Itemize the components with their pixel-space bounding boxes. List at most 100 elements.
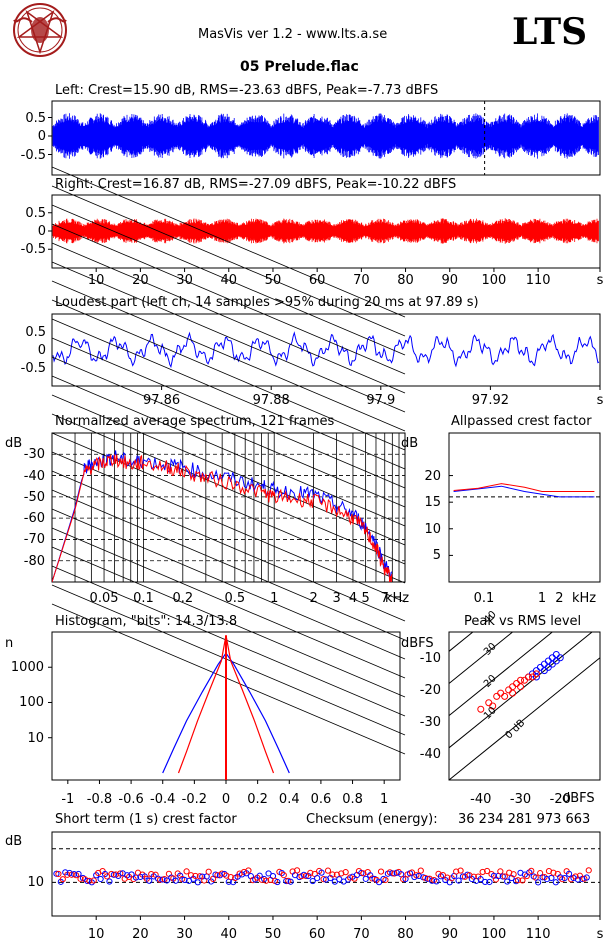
histogram-xtick: -0.8 <box>86 792 113 807</box>
histogram-xtick: 1 <box>380 792 389 807</box>
loudest-xtick: s <box>596 393 604 408</box>
short-term-point-left <box>314 874 321 882</box>
spectrum-xtick: 0.1 <box>133 591 154 606</box>
histogram-ytick: 10 <box>27 730 44 746</box>
short-term-xtick: s <box>596 927 604 942</box>
spectrum-slope-line <box>51 166 406 318</box>
loudest-xtick: 97.92 <box>471 393 509 408</box>
short-term-point-right <box>483 867 491 875</box>
time-axis-tick: s <box>596 273 604 288</box>
peak-rms-diagonal <box>449 632 554 717</box>
short-term-xtick: 50 <box>264 927 282 942</box>
histogram-xtick: 0.6 <box>310 792 332 807</box>
short-term-point-right <box>439 871 447 879</box>
time-axis-tick: 80 <box>397 273 414 288</box>
spectrum-ytick: -40 <box>23 468 45 484</box>
spectrum-slope-line <box>51 489 406 641</box>
spectrum-ytick: -30 <box>23 447 45 463</box>
short-term-point-right <box>320 876 327 883</box>
short-term-point-left <box>499 873 506 880</box>
peak-rms-xtick: -20 <box>549 792 571 807</box>
histogram-title: Histogram, "bits": 14.3/13.8 <box>55 614 238 629</box>
short-term-crest-title: Short term (1 s) crest factor <box>55 812 237 827</box>
short-term-point-right <box>510 871 517 878</box>
short-term-point-left <box>172 877 179 884</box>
spectrum-slope-line <box>51 451 406 603</box>
spectrum-xtick: 0.2 <box>172 591 194 606</box>
short-term-xtick: 80 <box>397 927 414 942</box>
short-term-point-left <box>177 872 184 879</box>
short-term-xtick: 40 <box>220 927 238 942</box>
left-waveform-ytick: -0.5 <box>20 147 46 163</box>
short-term-point-right <box>514 877 522 884</box>
histogram-xtick: -0.2 <box>181 792 208 807</box>
short-term-point-right <box>183 868 190 875</box>
spectrum-title: Normalized average spectrum, 121 frames <box>55 414 335 429</box>
spectrum-xtick: 1 <box>270 591 279 606</box>
short-term-point-right <box>302 872 310 880</box>
spectrum-slope-line <box>51 280 406 432</box>
left-waveform-title: Left: Crest=15.90 dB, RMS=-23.63 dBFS, P… <box>55 83 439 98</box>
short-term-point-right <box>453 868 460 875</box>
peak-rms-point-left <box>544 663 552 671</box>
histogram-ytick: 1000 <box>10 660 44 676</box>
short-term-xtick: 100 <box>481 927 507 942</box>
short-term-point-left <box>455 877 462 884</box>
short-term-point-right <box>324 867 332 874</box>
short-term-xtick: 70 <box>353 927 370 942</box>
spectrum-xtick: 5 <box>361 591 370 606</box>
checksum-value: 36 234 281 973 663 <box>458 812 591 827</box>
short-term-point-left <box>477 876 484 883</box>
spectrum-slope-line <box>51 318 406 470</box>
left-waveform-signal <box>52 113 599 159</box>
time-axis-tick: 70 <box>353 273 370 288</box>
short-term-point-left <box>535 879 542 886</box>
histogram-xtick: 0.4 <box>278 792 300 807</box>
time-axis-tick: 100 <box>481 273 507 288</box>
short-term-ytick: 10 <box>27 875 44 891</box>
pentagram-goat-logo <box>13 3 67 57</box>
peak-rms-point-right <box>524 673 532 681</box>
short-term-point-right <box>59 876 66 883</box>
peak-rms-point-right <box>505 686 513 694</box>
short-term-point-right <box>307 869 314 877</box>
histogram-xtick: 0.2 <box>247 792 268 807</box>
short-term-point-right <box>227 874 234 881</box>
short-term-point-right <box>192 872 199 880</box>
short-term-point-right <box>90 877 97 884</box>
short-term-point-left <box>274 878 281 886</box>
short-term-point-right <box>532 874 539 881</box>
peak-rms-point-right <box>532 670 540 678</box>
spectrum-xtick: 3 <box>332 591 341 606</box>
spectrum-slope-line <box>51 565 406 717</box>
peak-rms-ytick: -20 <box>419 682 441 698</box>
short-term-point-right <box>444 874 451 881</box>
spectrum-slope-line <box>51 508 406 660</box>
short-term-point-right <box>293 867 301 874</box>
short-term-point-left <box>318 869 325 876</box>
checksum-label: Checksum (energy): <box>306 812 438 827</box>
spectrum-xtick: 0.5 <box>224 591 246 606</box>
short-term-point-left <box>106 878 113 885</box>
app-title: MasVis ver 1.2 - www.lts.a.se <box>198 27 388 42</box>
short-term-point-left <box>265 870 272 877</box>
short-term-point-left <box>433 878 440 885</box>
peak-rms-point-right <box>489 702 497 710</box>
short-term-point-left <box>97 875 104 883</box>
loudest-ytick: 0 <box>37 343 46 358</box>
spectrum-ytick: -70 <box>23 532 45 548</box>
short-term-point-left <box>504 878 511 885</box>
short-term-point-left <box>548 874 555 882</box>
short-term-xtick: 10 <box>87 927 105 942</box>
histogram-xtick: -0.4 <box>150 792 176 807</box>
peak-rms-point-right <box>521 676 528 684</box>
peak-rms-point-right <box>517 683 525 691</box>
short-term-point-left <box>583 874 590 881</box>
peak-rms-frame <box>448 631 601 781</box>
right-waveform-ytick: 0 <box>37 224 46 239</box>
spectrum-slope-line <box>51 375 406 527</box>
allpassed-xtick: kHz <box>572 591 597 606</box>
allpassed-ylabel: dB <box>401 436 419 451</box>
spectrum-slope-line <box>51 584 406 736</box>
short-term-point-right <box>280 872 287 879</box>
